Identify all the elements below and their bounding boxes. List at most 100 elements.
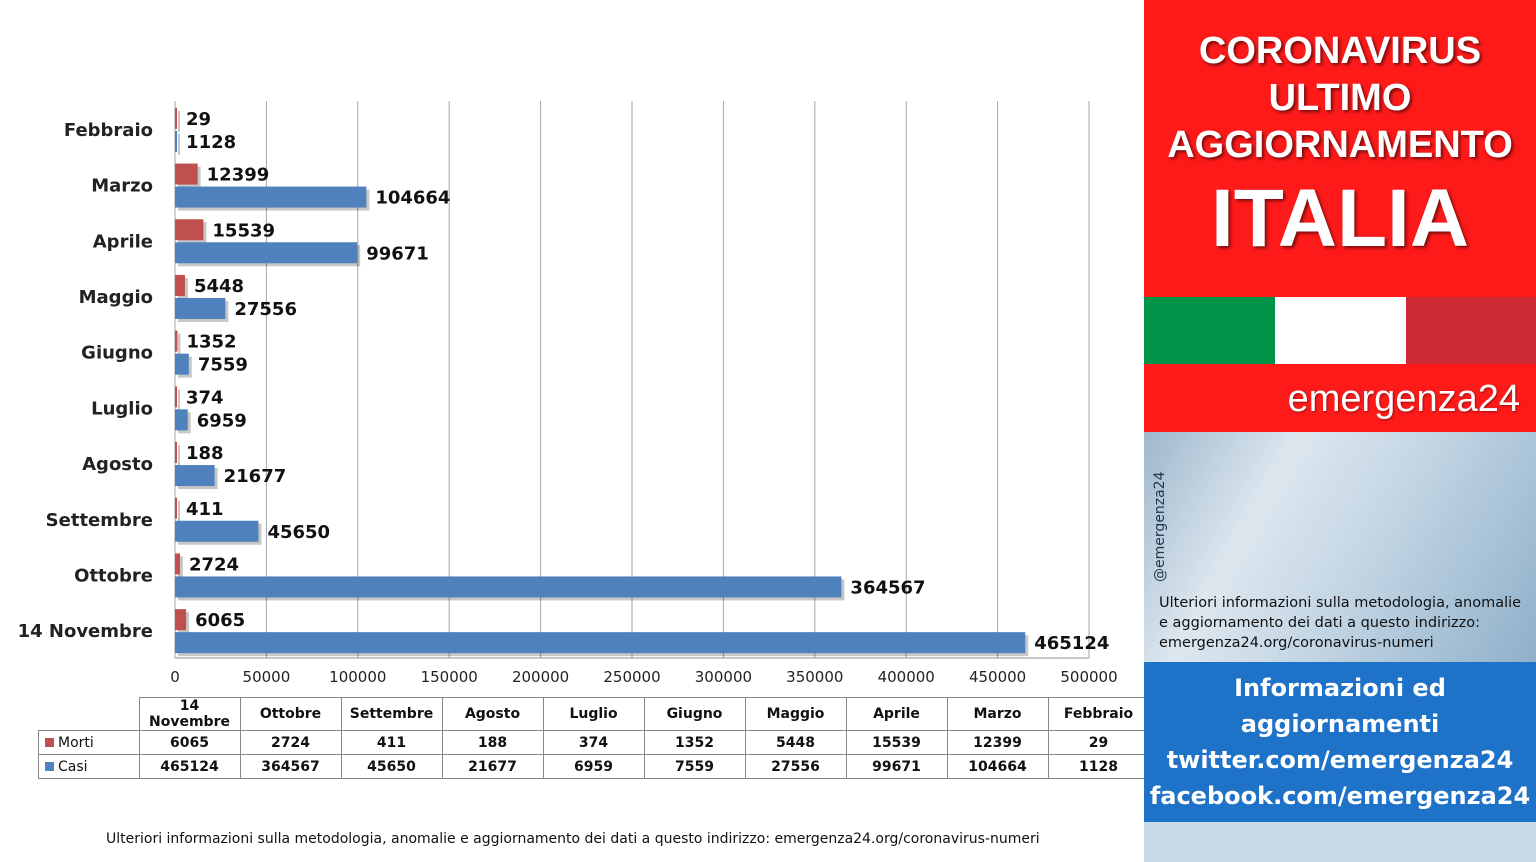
table-cell: 104664 (946, 754, 1049, 779)
bar-morti (175, 274, 185, 296)
bar-shadow (178, 133, 181, 155)
x-tick-label: 150000 (421, 668, 478, 686)
x-tick-label: 200000 (512, 668, 569, 686)
table-header-row: 14 Novembre Ottobre Settembre Agosto Luglio G… (39, 697, 1150, 731)
flag-white-stripe (1275, 297, 1406, 364)
bars (175, 107, 1029, 657)
x-tick-label: 450000 (969, 668, 1026, 686)
table-cell: 188 (441, 730, 544, 755)
bar-morti (175, 553, 180, 575)
legend-label: Casi (58, 758, 88, 775)
x-tick-label: 0 (170, 668, 180, 686)
table-header-cell: Ottobre (239, 697, 342, 731)
facebook-link[interactable]: facebook.com/emergenza24 (1149, 782, 1531, 810)
info-line-1: Informazioni ed (1234, 674, 1446, 702)
data-label: 2724 (189, 554, 239, 575)
table-cell: 29 (1047, 730, 1150, 755)
bar-casi (175, 576, 842, 598)
data-label: 374 (186, 387, 224, 408)
table-header-cell: Maggio (744, 697, 847, 731)
table-cell: 6959 (542, 754, 645, 779)
table-cell: 1128 (1047, 754, 1150, 779)
x-tick-label: 500000 (1060, 668, 1117, 686)
table-cell: 6065 (138, 730, 241, 755)
bar-casi (175, 632, 1026, 654)
table-cell: 21677 (441, 754, 544, 779)
info-box: Informazioni ed aggiornamenti twitter.co… (1144, 662, 1536, 822)
table-row: Casi 465124 364567 45650 21677 6959 7559 27556 9… (38, 754, 1150, 779)
data-label: 45650 (267, 522, 330, 543)
bar-shadow (178, 445, 180, 467)
data-label: 364567 (850, 577, 925, 598)
table-cell: 27556 (744, 754, 847, 779)
data-label: 5448 (194, 276, 244, 297)
data-label: 465124 (1034, 633, 1109, 654)
bar-shadow (178, 110, 180, 132)
header-title-line1: CORONAVIRUS (1198, 30, 1482, 72)
category-label: 14 Novembre (18, 621, 153, 642)
table-header-cell: Luglio (542, 697, 645, 731)
x-tick-label: 350000 (786, 668, 843, 686)
table-header-cell: 14 Novembre (138, 697, 241, 731)
category-label: Luglio (91, 398, 153, 419)
data-label: 188 (186, 443, 224, 464)
brand-bar: emergenza24 (1144, 364, 1536, 432)
bar-chart: 0 50000 100000 150000 200000 250000 300000 3500… (18, 101, 1118, 686)
table-cell: 364567 (239, 754, 342, 779)
category-label: Settembre (46, 510, 153, 531)
bar-casi (175, 465, 215, 487)
table-header-cell: Agosto (441, 697, 544, 731)
info-line-2: aggiornamenti (1240, 710, 1440, 738)
legend-key: Casi (38, 754, 140, 779)
bar-shadow (178, 500, 180, 522)
footer-note: Ulteriori informazioni sulla metodologia… (106, 831, 1040, 847)
legend-swatch (45, 762, 54, 771)
bar-shadow (178, 333, 181, 355)
legend-swatch (45, 738, 54, 747)
header-title-line2: ULTIMO (1268, 77, 1412, 119)
table-cell: 2724 (239, 730, 342, 755)
data-label: 104664 (375, 188, 450, 209)
bar-casi (175, 520, 259, 542)
bar-morti (175, 442, 177, 464)
table-header-cell: Settembre (340, 697, 443, 731)
bottom-strip (1144, 822, 1536, 862)
data-label: 12399 (207, 165, 270, 186)
category-label: Maggio (79, 287, 153, 308)
bar-morti (175, 163, 198, 185)
table-header-cell: Aprile (845, 697, 948, 731)
table-cell: 374 (542, 730, 645, 755)
flag-red-stripe (1406, 297, 1536, 364)
x-tick-label: 50000 (243, 668, 291, 686)
labels: 0 50000 100000 150000 200000 250000 300000 3500… (18, 109, 1118, 686)
bar-casi (175, 186, 367, 208)
x-tick-label: 250000 (603, 668, 660, 686)
bar-casi (175, 409, 188, 431)
bar-casi (175, 130, 178, 152)
data-label: 1352 (186, 332, 236, 353)
category-label: Giugno (81, 343, 153, 364)
table-cell: 99671 (845, 754, 948, 779)
table-cell: 1352 (643, 730, 746, 755)
data-label: 29 (186, 109, 211, 130)
table-cell: 465124 (138, 754, 241, 779)
bar-morti (175, 497, 177, 519)
data-label: 99671 (366, 243, 429, 264)
twitter-link[interactable]: twitter.com/emergenza24 (1166, 746, 1514, 774)
table-row: Morti 6065 2724 411 188 374 1352 5448 15539 12399… (38, 730, 1150, 755)
bar-casi (175, 242, 358, 264)
table-header-cell: Marzo (946, 697, 1049, 731)
bar-shadow (178, 389, 180, 411)
table-cell: 45650 (340, 754, 443, 779)
data-label: 7559 (198, 355, 248, 376)
data-label: 15539 (212, 220, 275, 241)
bar-morti (175, 386, 177, 408)
data-label: 411 (186, 499, 224, 520)
category-label: Agosto (82, 454, 153, 475)
social-handle: @emergenza24 (1152, 471, 1168, 583)
x-tick-label: 400000 (878, 668, 935, 686)
bar-morti (175, 330, 178, 352)
table-corner (39, 698, 140, 731)
methodology-note: Ulteriori informazioni sulla metodologia… (1159, 595, 1522, 651)
header-title-line3: AGGIORNAMENTO (1167, 124, 1513, 166)
